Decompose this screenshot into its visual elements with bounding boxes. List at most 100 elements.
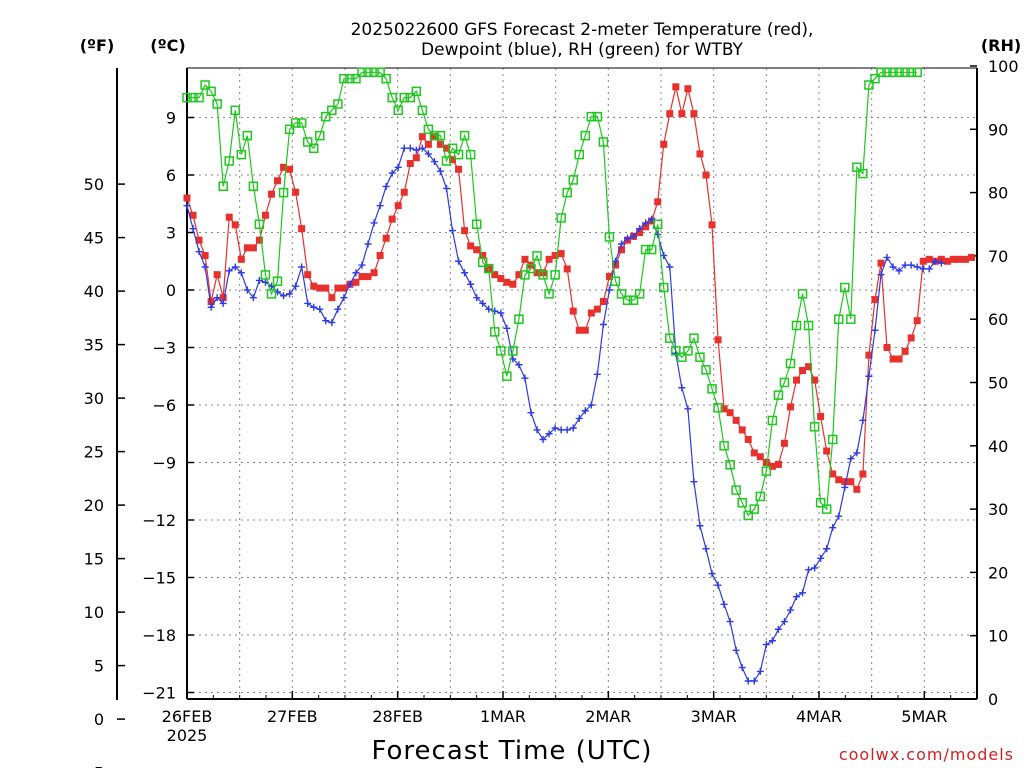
data-point [363, 67, 373, 78]
data-point [502, 371, 512, 381]
data-point [937, 259, 945, 267]
data-point [817, 554, 825, 562]
data-point [907, 334, 915, 342]
data-point [497, 309, 505, 317]
data-point [616, 289, 627, 299]
data-point [346, 280, 354, 288]
data-point [593, 305, 601, 313]
x-axis-title: Forecast Time (UTC) [371, 736, 652, 766]
celsius-tick-label: −9 [152, 454, 176, 473]
fahrenheit-tick-label: 50 [84, 175, 104, 194]
data-point [471, 219, 482, 229]
data-point [436, 167, 444, 175]
data-point [467, 242, 475, 250]
fahrenheit-tick-label: 30 [84, 389, 104, 408]
data-point [859, 470, 867, 478]
data-point [509, 280, 517, 288]
celsius-tick-label: −15 [142, 569, 176, 588]
data-point [376, 252, 384, 259]
data-point [286, 165, 294, 173]
data-point [538, 270, 548, 280]
data-point [648, 215, 656, 223]
celsius-tick-label: −18 [142, 626, 176, 645]
data-point [768, 637, 776, 645]
data-point [225, 213, 233, 221]
data-point [255, 276, 263, 284]
data-point [785, 358, 796, 369]
data-point [483, 263, 494, 274]
data-point [605, 273, 613, 281]
data-point [381, 73, 391, 84]
data-point [919, 257, 927, 265]
data-point [382, 183, 390, 190]
data-point [852, 162, 862, 173]
data-point [756, 453, 764, 461]
data-point [417, 105, 428, 116]
data-point [213, 271, 221, 279]
data-point [376, 202, 384, 210]
data-point [194, 92, 204, 103]
data-point [436, 140, 444, 148]
data-point [919, 265, 927, 273]
data-point [599, 321, 607, 328]
data-point [551, 252, 559, 259]
data-point [859, 416, 867, 424]
data-point [418, 133, 426, 141]
data-point [943, 257, 951, 265]
data-point [677, 352, 687, 362]
data-point [254, 219, 265, 229]
time-tick-label: 28FEB [372, 707, 423, 726]
data-point [864, 80, 874, 90]
data-point [429, 130, 440, 141]
celsius-tick-label: 9 [166, 109, 176, 128]
data-point [334, 305, 342, 313]
data-point [823, 447, 831, 455]
data-point [666, 263, 674, 271]
data-point [242, 130, 253, 141]
fahrenheit-tick-label: −5 [80, 764, 104, 768]
data-point [183, 194, 191, 202]
data-point [827, 434, 838, 445]
data-point [382, 234, 390, 242]
data-point [811, 376, 819, 384]
rh-tick-label: 80 [988, 184, 1008, 203]
fahrenheit-tick-label: 25 [84, 443, 104, 462]
data-point [515, 271, 523, 279]
data-point [646, 244, 657, 255]
data-point [369, 67, 379, 78]
data-point [237, 255, 245, 263]
data-point [459, 130, 470, 141]
data-point [624, 234, 632, 242]
data-point [515, 361, 523, 369]
data-point [364, 273, 372, 281]
data-point [870, 73, 880, 84]
data-point [786, 403, 794, 411]
data-point [618, 246, 625, 254]
data-point [756, 667, 764, 675]
rh-unit-label: (RH) [981, 36, 1021, 55]
data-point [774, 625, 782, 633]
data-point [290, 118, 301, 128]
data-point [749, 504, 760, 514]
data-point [219, 299, 227, 307]
rh-tick-label: 90 [988, 120, 1008, 139]
data-point [412, 154, 420, 162]
rh-tick-label: 50 [988, 374, 1008, 393]
data-point [937, 255, 945, 263]
data-point [762, 641, 770, 649]
time-tick-label: 5MAR [901, 707, 947, 726]
data-point [503, 278, 511, 286]
data-point [618, 240, 625, 248]
data-point [955, 255, 963, 263]
data-point [449, 227, 457, 235]
data-point [418, 144, 426, 152]
data-point [726, 409, 734, 417]
data-point [719, 441, 729, 451]
data-point [726, 618, 734, 626]
data-point [351, 73, 361, 84]
data-point [762, 459, 770, 466]
data-point [272, 276, 283, 286]
data-point [622, 295, 633, 305]
data-point [853, 485, 861, 493]
data-point [491, 271, 499, 279]
